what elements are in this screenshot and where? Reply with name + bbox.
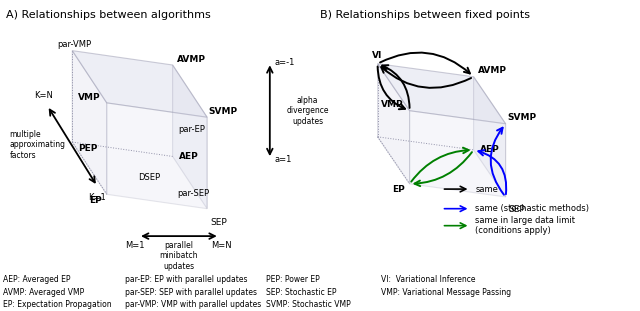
Text: par-SEP: SEP with parallel updates: par-SEP: SEP with parallel updates [125, 288, 257, 297]
Text: B) Relationships between fixed points: B) Relationships between fixed points [320, 10, 530, 20]
Text: same (stochastic methods): same (stochastic methods) [475, 204, 589, 213]
Text: parallel
minibatch
updates: parallel minibatch updates [159, 241, 198, 271]
Text: M=1: M=1 [125, 241, 145, 250]
Text: AVMP: AVMP [479, 67, 508, 76]
Text: VMP: VMP [381, 100, 403, 109]
Text: SEP: Stochastic EP: SEP: Stochastic EP [266, 288, 336, 297]
Text: AVMP: AVMP [177, 55, 206, 64]
Text: multiple
approximating
factors: multiple approximating factors [10, 130, 65, 160]
Text: SVMP: SVMP [209, 107, 238, 116]
Polygon shape [72, 51, 107, 194]
Text: VI:  Variational Inference: VI: Variational Inference [381, 275, 476, 284]
Text: PEP: PEP [78, 144, 97, 153]
Text: VMP: Variational Message Passing: VMP: Variational Message Passing [381, 288, 511, 297]
Polygon shape [378, 64, 506, 124]
Polygon shape [173, 65, 207, 209]
Text: par-VMP: VMP with parallel updates: par-VMP: VMP with parallel updates [125, 300, 261, 309]
Text: SEP: SEP [509, 205, 525, 214]
Text: par-EP: par-EP [178, 125, 205, 134]
Polygon shape [72, 51, 207, 117]
Text: SEP: SEP [211, 218, 227, 227]
Text: AEP: AEP [480, 146, 500, 154]
Text: par-EP: EP with parallel updates: par-EP: EP with parallel updates [125, 275, 247, 284]
Text: alpha
divergence
updates: alpha divergence updates [286, 96, 329, 126]
Text: EP: EP [392, 185, 405, 194]
Text: PEP: Power EP: PEP: Power EP [266, 275, 319, 284]
Text: M=N: M=N [211, 241, 232, 250]
Text: K=N: K=N [35, 91, 54, 100]
Text: SVMP: SVMP [507, 114, 536, 123]
Text: A) Relationships between algorithms: A) Relationships between algorithms [6, 10, 211, 20]
Polygon shape [474, 77, 506, 197]
Text: K=1: K=1 [88, 193, 106, 202]
Text: a=1: a=1 [275, 155, 292, 164]
Polygon shape [410, 111, 506, 197]
Polygon shape [107, 103, 207, 209]
Text: a=-1: a=-1 [275, 58, 295, 67]
Text: VMP: VMP [78, 93, 100, 102]
Text: par-SEP: par-SEP [177, 189, 209, 198]
Text: SVMP: Stochastic VMP: SVMP: Stochastic VMP [266, 300, 350, 309]
Text: AEP: AEP [179, 152, 198, 161]
Text: EP: Expectation Propagation: EP: Expectation Propagation [3, 300, 112, 309]
Text: AVMP: Averaged VMP: AVMP: Averaged VMP [3, 288, 84, 297]
Polygon shape [378, 64, 410, 184]
Text: same: same [475, 185, 498, 193]
Text: same in large data limit
(conditions apply): same in large data limit (conditions app… [475, 216, 575, 235]
Text: VI: VI [372, 51, 383, 60]
Text: AEP: Averaged EP: AEP: Averaged EP [3, 275, 70, 284]
Text: DSEP: DSEP [138, 173, 161, 182]
Text: EP: EP [90, 196, 102, 205]
Text: par-VMP: par-VMP [57, 40, 91, 49]
